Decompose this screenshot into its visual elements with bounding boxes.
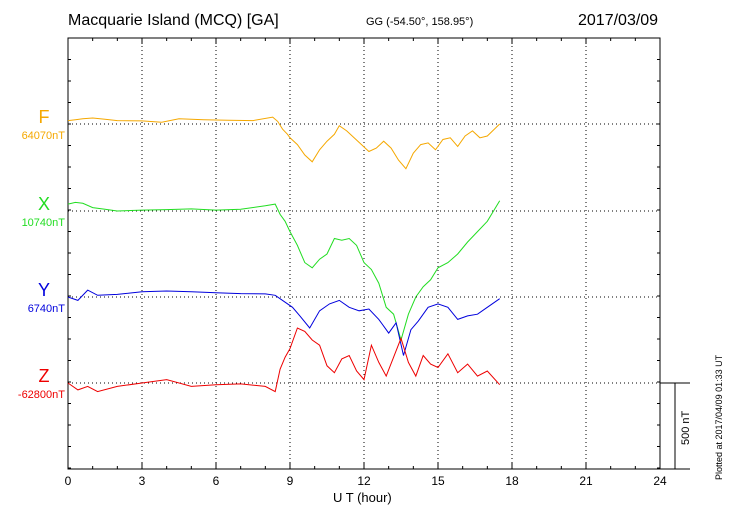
x-tick-label: 6 — [212, 474, 220, 488]
series-line-y — [67, 289, 500, 356]
component-letter-z: Z — [38, 366, 50, 386]
x-tick-label: 9 — [286, 474, 294, 488]
x-tick-label: 3 — [138, 474, 146, 488]
x-tick-label: 15 — [431, 474, 445, 488]
plotted-timestamp: Plotted at 2017/04/09 01:33 UT — [714, 354, 724, 480]
series-line-f — [67, 116, 501, 170]
station-coordinates: GG (-54.50°, 158.95°) — [366, 16, 474, 28]
component-letter-y: Y — [37, 280, 51, 300]
component-baseline-z: -62800nT — [17, 389, 65, 401]
series-line-x — [67, 200, 501, 342]
x-tick-label: 18 — [505, 474, 519, 488]
component-baseline-y: 6740nT — [27, 303, 65, 315]
x-axis-label: U T (hour) — [333, 490, 392, 505]
component-baseline-f: 64070nT — [21, 130, 65, 142]
series-line-z — [67, 327, 501, 393]
x-tick-label: 0 — [64, 474, 72, 488]
component-letter-f: F — [38, 107, 50, 127]
x-tick-label: 12 — [357, 474, 371, 488]
plot-date: 2017/03/09 — [578, 12, 659, 29]
scale-bar-label: 500 nT — [680, 410, 692, 445]
x-tick-label: 21 — [579, 474, 593, 488]
component-baseline-x: 10740nT — [21, 217, 65, 229]
station-title: Macquarie Island (MCQ) [GA] — [68, 12, 279, 29]
x-tick-label: 24 — [653, 474, 667, 488]
component-letter-x: X — [37, 194, 51, 214]
